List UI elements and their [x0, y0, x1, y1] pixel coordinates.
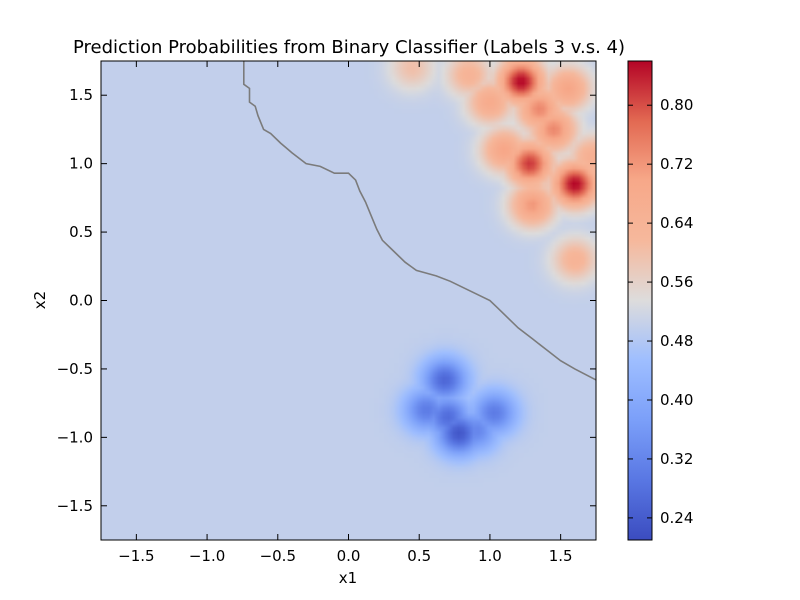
colorbar: [627, 60, 653, 541]
x-axis-ticks: −1.5 −1.0 −0.5 0.0 0.5 1.0 1.5: [118, 61, 573, 565]
colorbar-tick-label: 0.64: [660, 214, 693, 232]
heatmap-area: [101, 61, 596, 540]
x-tick-label: 1.5: [549, 547, 573, 565]
y-tick-label: 0.5: [69, 223, 93, 241]
x-tick-label: 1.0: [478, 547, 502, 565]
y-tick-label: −0.5: [57, 360, 93, 378]
x-tick-label: 0.5: [407, 547, 431, 565]
colorbar-tick-label: 0.32: [660, 450, 693, 468]
colorbar-ticks: 0.24 0.32 0.40 0.48 0.56 0.64 0.72 0.80: [628, 96, 693, 527]
chart-title: Prediction Probabilities from Binary Cla…: [73, 37, 625, 58]
colorbar-tick-label: 0.80: [660, 96, 693, 114]
x-tick-label: −0.5: [260, 547, 296, 565]
colorbar-tick-label: 0.24: [660, 509, 693, 527]
y-axis-ticks: −1.5 −1.0 −0.5 0.0 0.5 1.0 1.5: [57, 86, 596, 515]
colorbar-tick-label: 0.40: [660, 391, 693, 409]
x-tick-label: 0.0: [337, 547, 361, 565]
y-tick-label: −1.5: [57, 497, 93, 515]
y-axis-label: x2: [31, 291, 49, 309]
colorbar-tick-label: 0.48: [660, 332, 693, 350]
y-tick-label: −1.0: [57, 428, 93, 446]
x-axis-label: x1: [339, 569, 357, 587]
decision-boundary-line: [243, 61, 597, 381]
x-tick-label: −1.0: [189, 547, 225, 565]
y-tick-label: 1.0: [69, 155, 93, 173]
y-tick-label: 1.5: [69, 86, 93, 104]
y-tick-label: 0.0: [69, 292, 93, 310]
colorbar-tick-label: 0.56: [660, 273, 693, 291]
x-tick-label: −1.5: [118, 547, 154, 565]
colorbar-tick-label: 0.72: [660, 155, 693, 173]
